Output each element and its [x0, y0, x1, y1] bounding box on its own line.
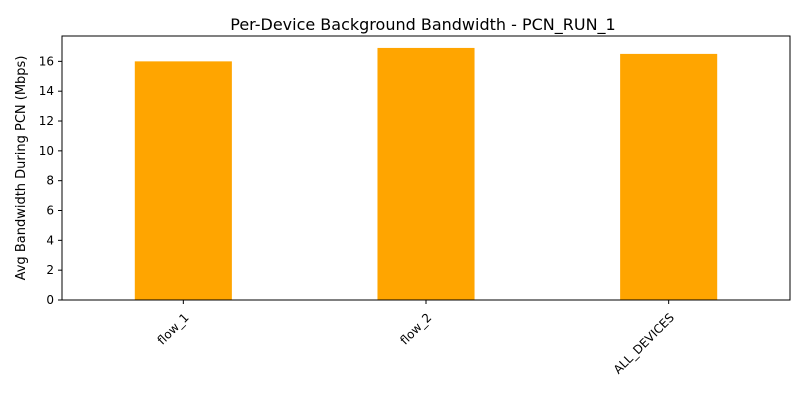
chart-title: Per-Device Background Bandwidth - PCN_RU…	[230, 15, 615, 35]
bar-ALL_DEVICES	[620, 53, 718, 301]
bar-flow_2	[377, 47, 475, 301]
x-tick-label: flow_2	[397, 310, 434, 347]
y-tick-label: 0	[46, 293, 54, 307]
x-tick-label: flow_1	[155, 310, 192, 347]
y-tick-label: 12	[39, 114, 54, 128]
bars-group	[134, 47, 718, 301]
y-tick-label: 2	[46, 263, 54, 277]
y-tick-label: 14	[39, 84, 54, 98]
bar-flow_1	[134, 61, 232, 300]
x-tick-label: ALL_DEVICES	[611, 310, 677, 376]
y-tick-label: 10	[39, 144, 54, 158]
y-axis-label: Avg Bandwidth During PCN (Mbps)	[14, 56, 29, 281]
y-tick-label: 16	[39, 54, 54, 68]
y-tick-label: 4	[46, 233, 54, 247]
y-tick-label: 8	[46, 174, 54, 188]
y-tick-label: 6	[46, 204, 54, 218]
